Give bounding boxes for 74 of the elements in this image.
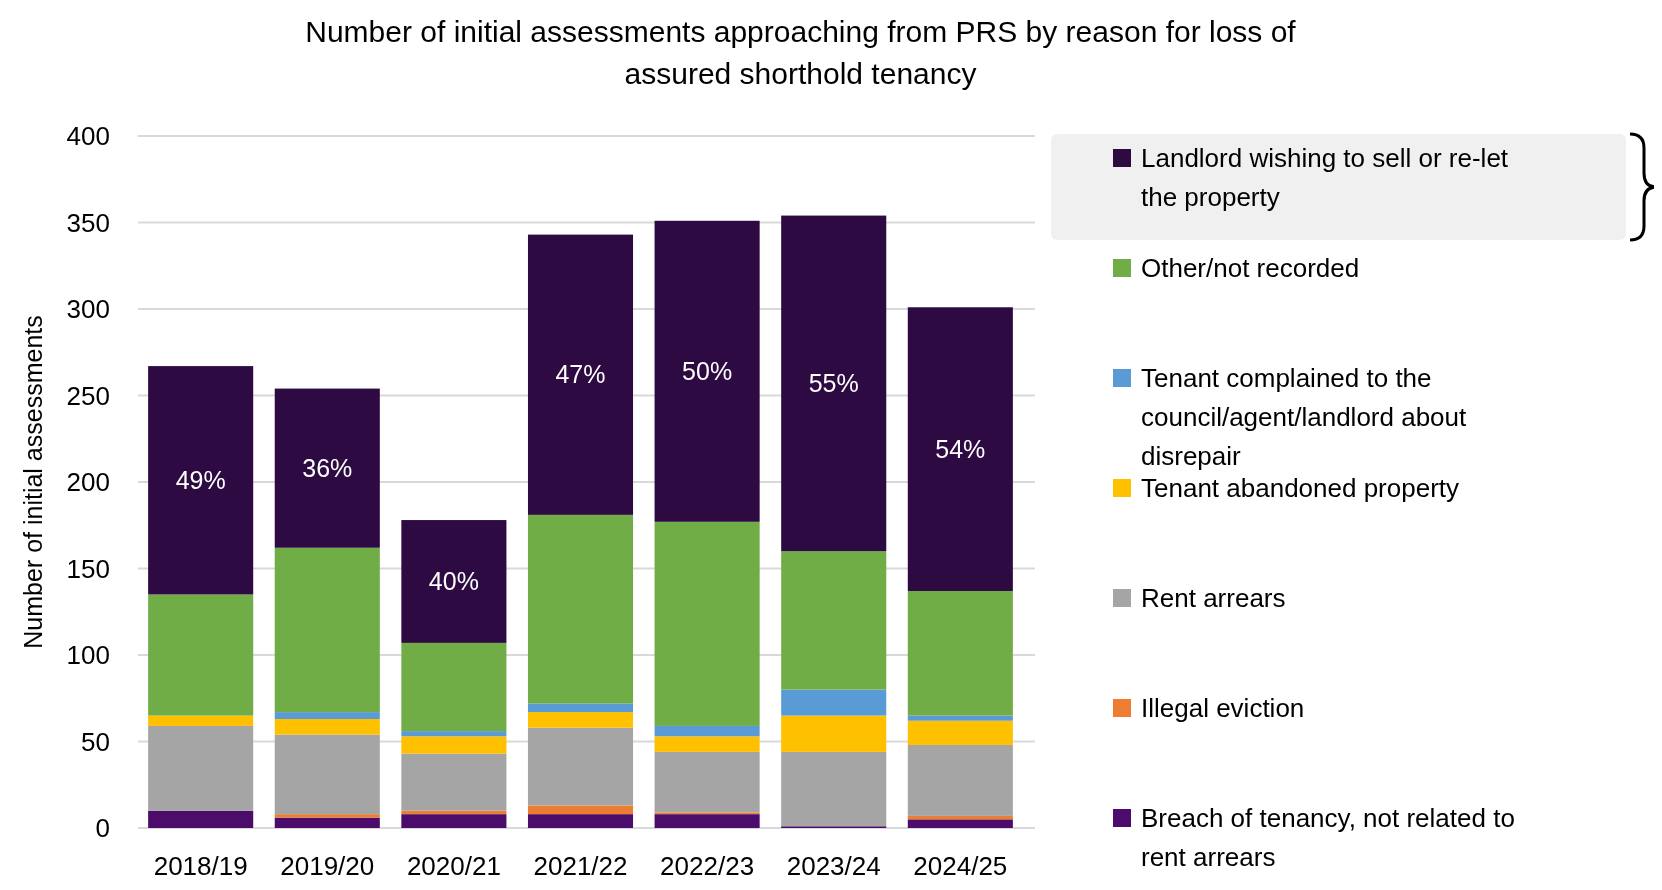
x-tick-label: 2020/21 — [406, 851, 501, 881]
bar — [907, 744, 1013, 816]
bar — [781, 551, 887, 690]
bar — [781, 751, 887, 827]
annotation: 36% — [302, 453, 353, 482]
y-tick-label: 400 — [66, 121, 110, 152]
bar — [654, 725, 760, 737]
y-tick-label: 350 — [66, 207, 110, 238]
x-tick-label: 2022/23 — [660, 851, 755, 881]
annotation: 49% — [175, 466, 226, 495]
bar — [654, 521, 760, 726]
bar — [527, 814, 634, 828]
bar — [654, 736, 760, 752]
bar — [148, 594, 254, 716]
bar — [401, 814, 507, 828]
bar — [401, 520, 507, 643]
legend-label: Breach of tenancy, not related to rent arrears — [1141, 803, 1515, 873]
y-axis-title: Number of initial assessments — [19, 315, 47, 649]
bar — [907, 720, 1013, 745]
bar — [781, 215, 887, 552]
bar — [527, 234, 634, 515]
bar — [527, 514, 634, 704]
bar — [527, 805, 634, 815]
x-tick-label: 2018/19 — [153, 851, 248, 881]
legend-label: Other/not recorded — [1141, 253, 1360, 284]
annotation: 47% — [555, 360, 606, 389]
bar — [274, 814, 380, 818]
legend-label: Tenant abandoned property — [1141, 473, 1460, 504]
annotation: 40% — [428, 567, 479, 596]
x-tick-label: 2023/24 — [786, 851, 881, 881]
bar — [654, 220, 760, 522]
annotation: 54% — [935, 434, 986, 463]
bar — [527, 703, 634, 713]
bar — [148, 366, 254, 595]
bar — [401, 753, 507, 811]
x-tick-label: 2019/20 — [280, 851, 375, 881]
y-tick-label: 150 — [66, 553, 110, 584]
legend-label: Landlord wishing to sell or re-let the property — [1141, 143, 1509, 213]
bar — [274, 388, 380, 548]
bar — [907, 307, 1013, 591]
bar — [781, 715, 887, 752]
x-tick-label: 2021/22 — [533, 851, 628, 881]
bar — [401, 642, 507, 732]
bar — [907, 590, 1013, 716]
y-tick-label: 0 — [95, 813, 110, 844]
bar — [907, 819, 1013, 828]
bar — [654, 751, 760, 813]
bar — [654, 814, 760, 828]
bar — [527, 727, 634, 806]
annotation: 50% — [682, 357, 733, 386]
bar — [148, 725, 254, 811]
y-tick-label: 200 — [66, 467, 110, 498]
y-tick-label: 50 — [81, 726, 110, 757]
bar — [401, 736, 507, 754]
bar — [527, 712, 634, 728]
bar — [148, 715, 254, 726]
bar — [781, 689, 887, 716]
y-tick-label: 250 — [66, 380, 110, 411]
legend-label: Tenant complained to the council/agent/landlord about disrepair — [1141, 363, 1468, 472]
bar — [274, 547, 380, 713]
bar — [907, 715, 1013, 721]
chart-title: Number of initial assessments approaching from PRS by reason for loss of assured shorthold tenancy — [305, 15, 1297, 90]
legend-label: Illegal eviction — [1141, 693, 1305, 724]
annotation: 55% — [808, 369, 859, 398]
bar — [274, 734, 380, 815]
y-tick-label: 100 — [66, 640, 110, 671]
y-tick-label: 300 — [66, 294, 110, 325]
bar — [148, 810, 254, 828]
bar — [274, 712, 380, 720]
legend-label: Rent arrears — [1141, 583, 1286, 614]
x-tick-label: 2024/25 — [913, 851, 1008, 881]
bar — [274, 719, 380, 735]
bar — [401, 731, 507, 737]
bar — [274, 817, 380, 828]
